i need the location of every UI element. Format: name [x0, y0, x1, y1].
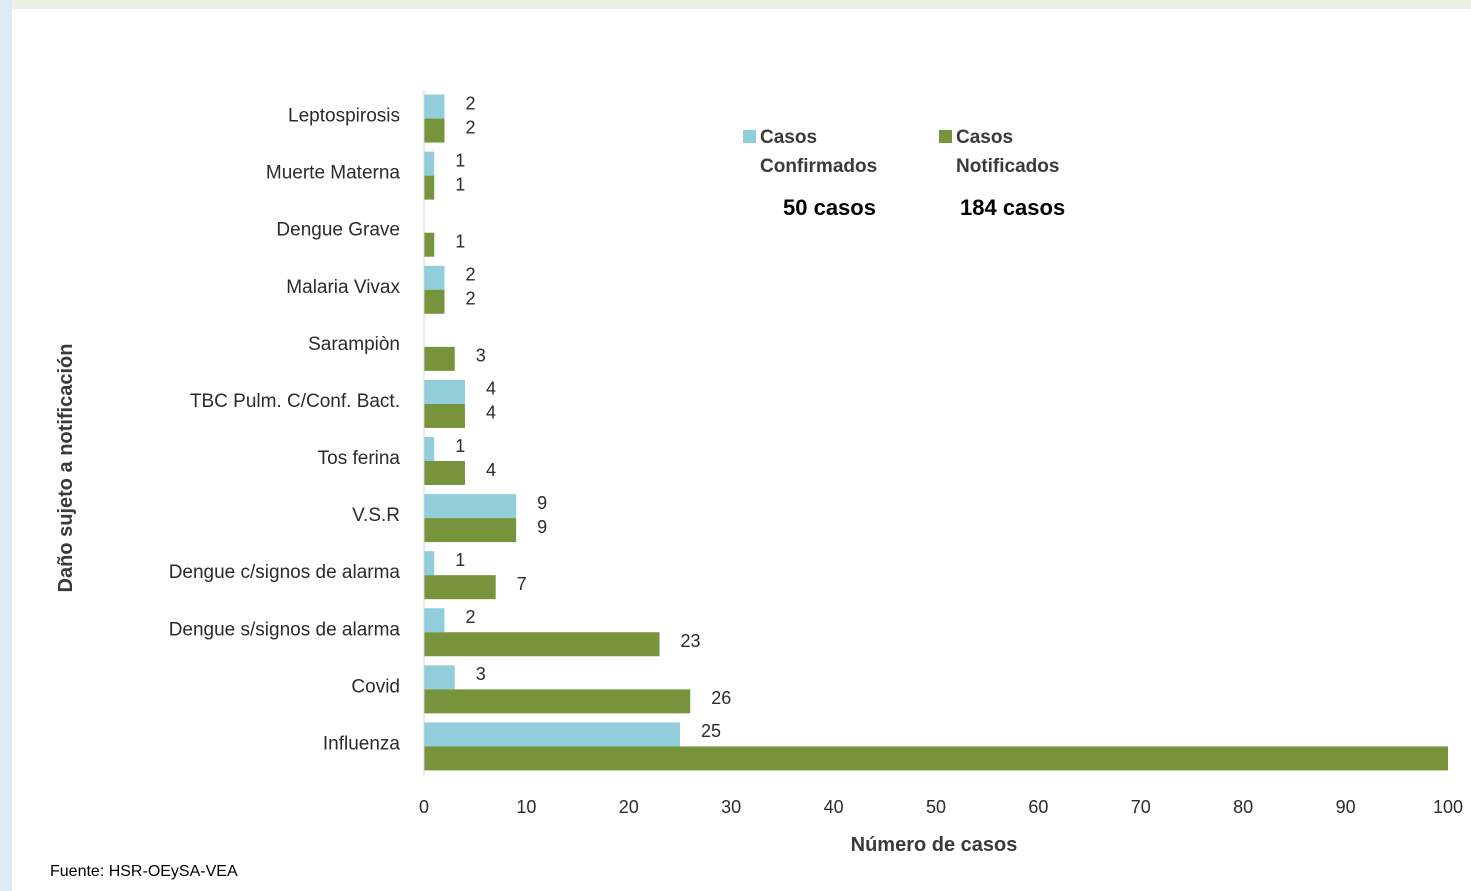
- bar-notificados: [424, 403, 465, 428]
- data-label-notificados: 4: [486, 460, 496, 480]
- category-label: Tos ferina: [318, 448, 401, 469]
- data-label-notificados: 23: [681, 631, 701, 651]
- bar-notificados: [424, 232, 435, 257]
- x-tick-label: 70: [1131, 797, 1151, 817]
- data-label-confirmados: 9: [537, 493, 547, 513]
- data-label-notificados: 3: [476, 346, 486, 366]
- y-axis-title: Daño sujeto a notificación: [55, 344, 77, 593]
- category-label: Malaria Vivax: [286, 277, 400, 298]
- bar-confirmados: [424, 665, 455, 690]
- legend-confirmados-line1: Casos: [760, 127, 817, 148]
- bar-confirmados: [424, 437, 435, 462]
- data-label-confirmados: 2: [465, 265, 475, 285]
- source-note: Fuente: HSR-OEySA-VEA: [50, 863, 238, 880]
- legend-swatch-notificados: [939, 130, 952, 143]
- bar-confirmados: [424, 722, 680, 747]
- data-label-notificados: 9: [537, 517, 547, 537]
- page-left-strip: [0, 0, 12, 891]
- bar-confirmados: [424, 551, 435, 576]
- legend-confirmados-line2: Confirmados: [760, 156, 877, 177]
- data-label-confirmados: 1: [455, 550, 465, 570]
- chart-frame: [12, 9, 1471, 891]
- legend-confirmados-total: 50 casos: [783, 195, 876, 220]
- x-tick-label: 50: [926, 797, 946, 817]
- bar-notificados: [424, 689, 691, 714]
- bar-notificados: [424, 346, 455, 371]
- bar-confirmados: [424, 151, 435, 176]
- legend: Casos Confirmados 50 casos Casos Notific…: [743, 127, 1065, 220]
- data-label-confirmados: 1: [455, 436, 465, 456]
- legend-notificados-line2: Notificados: [956, 156, 1059, 177]
- x-tick-label: 100: [1433, 797, 1463, 817]
- category-label: Influenza: [323, 733, 401, 754]
- category-label: Dengue s/signos de alarma: [169, 619, 401, 640]
- category-label: Covid: [351, 676, 400, 697]
- bar-notificados: [424, 289, 445, 314]
- x-tick-label: 60: [1028, 797, 1048, 817]
- bar-notificados: [424, 575, 496, 600]
- bar-confirmados: [424, 265, 445, 290]
- category-label: Leptospirosis: [288, 106, 400, 127]
- data-label-confirmados: 1: [455, 150, 465, 170]
- bar-notificados: [424, 632, 660, 657]
- category-label: Sarampiòn: [308, 334, 400, 355]
- x-tick-label: 40: [824, 797, 844, 817]
- data-label-confirmados: 4: [486, 379, 496, 399]
- x-tick-label: 0: [419, 797, 429, 817]
- bar-confirmados: [424, 94, 445, 119]
- data-label-confirmados: 2: [465, 607, 475, 627]
- bar-notificados: [424, 746, 1448, 771]
- data-label-notificados: 1: [455, 174, 465, 194]
- legend-notificados-line1: Casos: [956, 127, 1013, 148]
- legend-notificados-total: 184 casos: [960, 195, 1065, 220]
- x-tick-label: 30: [721, 797, 741, 817]
- bar-notificados: [424, 518, 517, 543]
- bar-confirmados: [424, 608, 445, 633]
- bar-notificados: [424, 118, 445, 143]
- category-label: Dengue c/signos de alarma: [169, 562, 401, 583]
- category-label: TBC Pulm. C/Conf. Bact.: [190, 391, 400, 412]
- data-label-confirmados: 2: [465, 93, 475, 113]
- data-label-notificados: 4: [486, 403, 496, 423]
- x-tick-label: 20: [619, 797, 639, 817]
- category-label: Muerte Materna: [266, 163, 401, 184]
- x-tick-label: 80: [1233, 797, 1253, 817]
- data-label-confirmados: 3: [476, 664, 486, 684]
- x-axis-title: Número de casos: [851, 834, 1018, 856]
- category-label: Dengue Grave: [276, 220, 400, 241]
- data-label-notificados: 26: [711, 688, 731, 708]
- bar-confirmados: [424, 379, 465, 404]
- data-label-confirmados: 25: [701, 721, 721, 741]
- data-label-notificados: 7: [517, 574, 527, 594]
- bar-notificados: [424, 461, 465, 486]
- data-label-notificados: 2: [465, 117, 475, 137]
- data-label-notificados: 1: [455, 231, 465, 251]
- category-labels: Leptospirosis Muerte Materna Dengue Grave M…: [169, 106, 401, 755]
- x-tick-label: 90: [1336, 797, 1356, 817]
- x-tick-labels: 0 10 20 30 40 50 60 70 80 90 100: [419, 797, 1463, 817]
- bars-group: [424, 94, 1448, 771]
- bar-notificados: [424, 175, 435, 200]
- x-tick-label: 10: [516, 797, 536, 817]
- category-label: V.S.R: [352, 505, 400, 526]
- bar-confirmados: [424, 494, 517, 519]
- legend-swatch-confirmados: [743, 130, 756, 143]
- data-label-notificados: 2: [465, 289, 475, 309]
